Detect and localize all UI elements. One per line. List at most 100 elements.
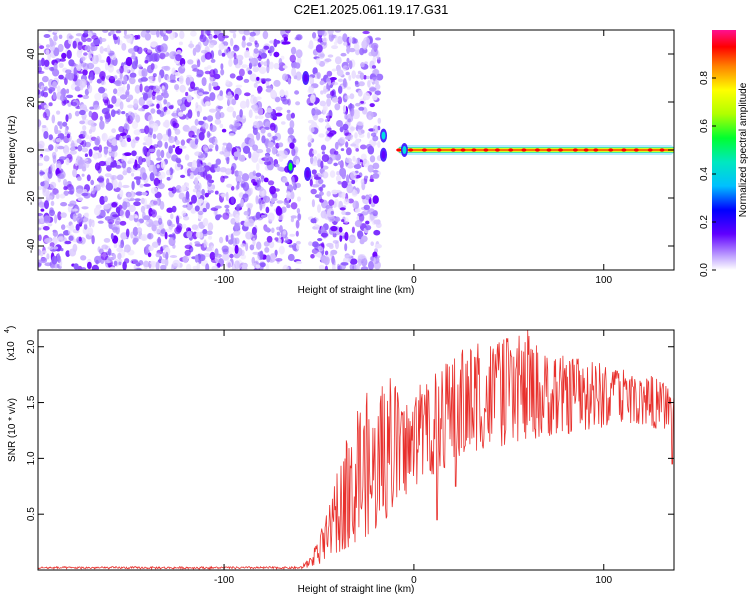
noise-blob [318,264,325,270]
noise-blob [138,69,142,76]
noise-blob [87,119,95,126]
noise-blob [122,170,128,176]
noise-blob [38,201,45,208]
noise-blob [125,91,130,96]
noise-blob [65,73,71,80]
noise-blob [296,159,300,166]
noise-blob [326,208,335,218]
noise-blob [174,128,181,135]
noise-blob [130,231,134,239]
noise-blob [148,126,153,136]
noise-blob [158,74,162,83]
noise-blob [168,105,174,110]
noise-blob [355,138,361,144]
noise-blob [247,70,253,75]
noise-blob [360,144,367,150]
noise-blob [208,148,213,152]
noise-blob [208,42,215,48]
noise-blob [182,256,188,263]
noise-blob [371,141,378,146]
noise-blob [140,205,145,213]
noise-blob [128,157,136,164]
noise-blob [310,156,314,165]
noise-blob [226,106,234,113]
noise-blob [150,108,156,114]
noise-blob [52,154,57,164]
noise-blob [62,121,68,127]
noise-blob [59,193,66,199]
noise-blob [155,261,160,270]
noise-blob [152,199,160,206]
noise-blob [99,195,106,205]
noise-blob [81,206,89,210]
noise-blob [225,168,232,175]
noise-blob [255,172,262,177]
noise-blob [67,203,75,207]
noise-blob [289,54,296,63]
noise-blob [111,202,118,208]
noise-blob [59,121,63,130]
noise-blob [289,233,296,237]
noise-blob [117,252,122,260]
noise-blob [232,110,237,118]
noise-blob [165,30,173,34]
noise-blob [38,227,42,231]
noise-blob [190,81,196,90]
noise-blob [308,241,313,246]
noise-blob [350,126,356,131]
noise-blob [215,111,222,120]
signal-line-node [483,148,489,152]
signal-line-node [408,148,414,152]
noise-blob [223,45,228,50]
noise-blob [48,102,53,107]
noise-blob [204,70,211,75]
noise-blob [310,94,316,104]
noise-blob [123,123,128,130]
noise-blob [290,191,295,200]
snr-scale-exponent: 4 [4,329,11,333]
noise-blob [369,87,377,92]
noise-blob [204,192,209,198]
noise-blob [222,212,230,220]
noise-blob [357,231,361,238]
noise-blob [125,56,133,67]
noise-blob [191,224,199,231]
noise-blob [357,89,363,97]
noise-blob [249,244,255,251]
noise-blob [108,76,116,84]
noise-blob [218,43,225,50]
noise-blob [163,99,168,105]
noise-blob [319,53,325,58]
noise-blob [275,163,280,168]
noise-blob [171,205,177,213]
noise-blob [145,30,151,34]
noise-blob [164,231,168,240]
noise-blob [270,252,276,261]
noise-blob [287,191,291,196]
noise-blob [269,61,274,70]
signal-line-node [534,148,540,152]
noise-blob [163,34,169,42]
noise-blob [171,112,178,117]
noise-blob [60,94,65,102]
noise-blob [217,95,224,101]
spectrogram-y-ticks: -40 -20 0 20 40 [26,48,674,253]
signal-line-node [546,148,552,152]
noise-blob [225,191,229,202]
noise-blob [170,118,178,127]
noise-blob [88,110,93,118]
noise-blob [342,105,347,113]
noise-blob [330,210,334,215]
noise-blob [248,62,253,69]
noise-blob [320,210,327,219]
noise-blob [320,144,327,151]
noise-blob [209,124,217,133]
noise-blob [326,242,334,248]
noise-blob [352,155,356,162]
noise-blob [175,139,180,146]
noise-blob [248,55,253,59]
noise-blob [311,248,320,255]
noise-blob [194,184,201,190]
signal-line-node [421,148,427,152]
